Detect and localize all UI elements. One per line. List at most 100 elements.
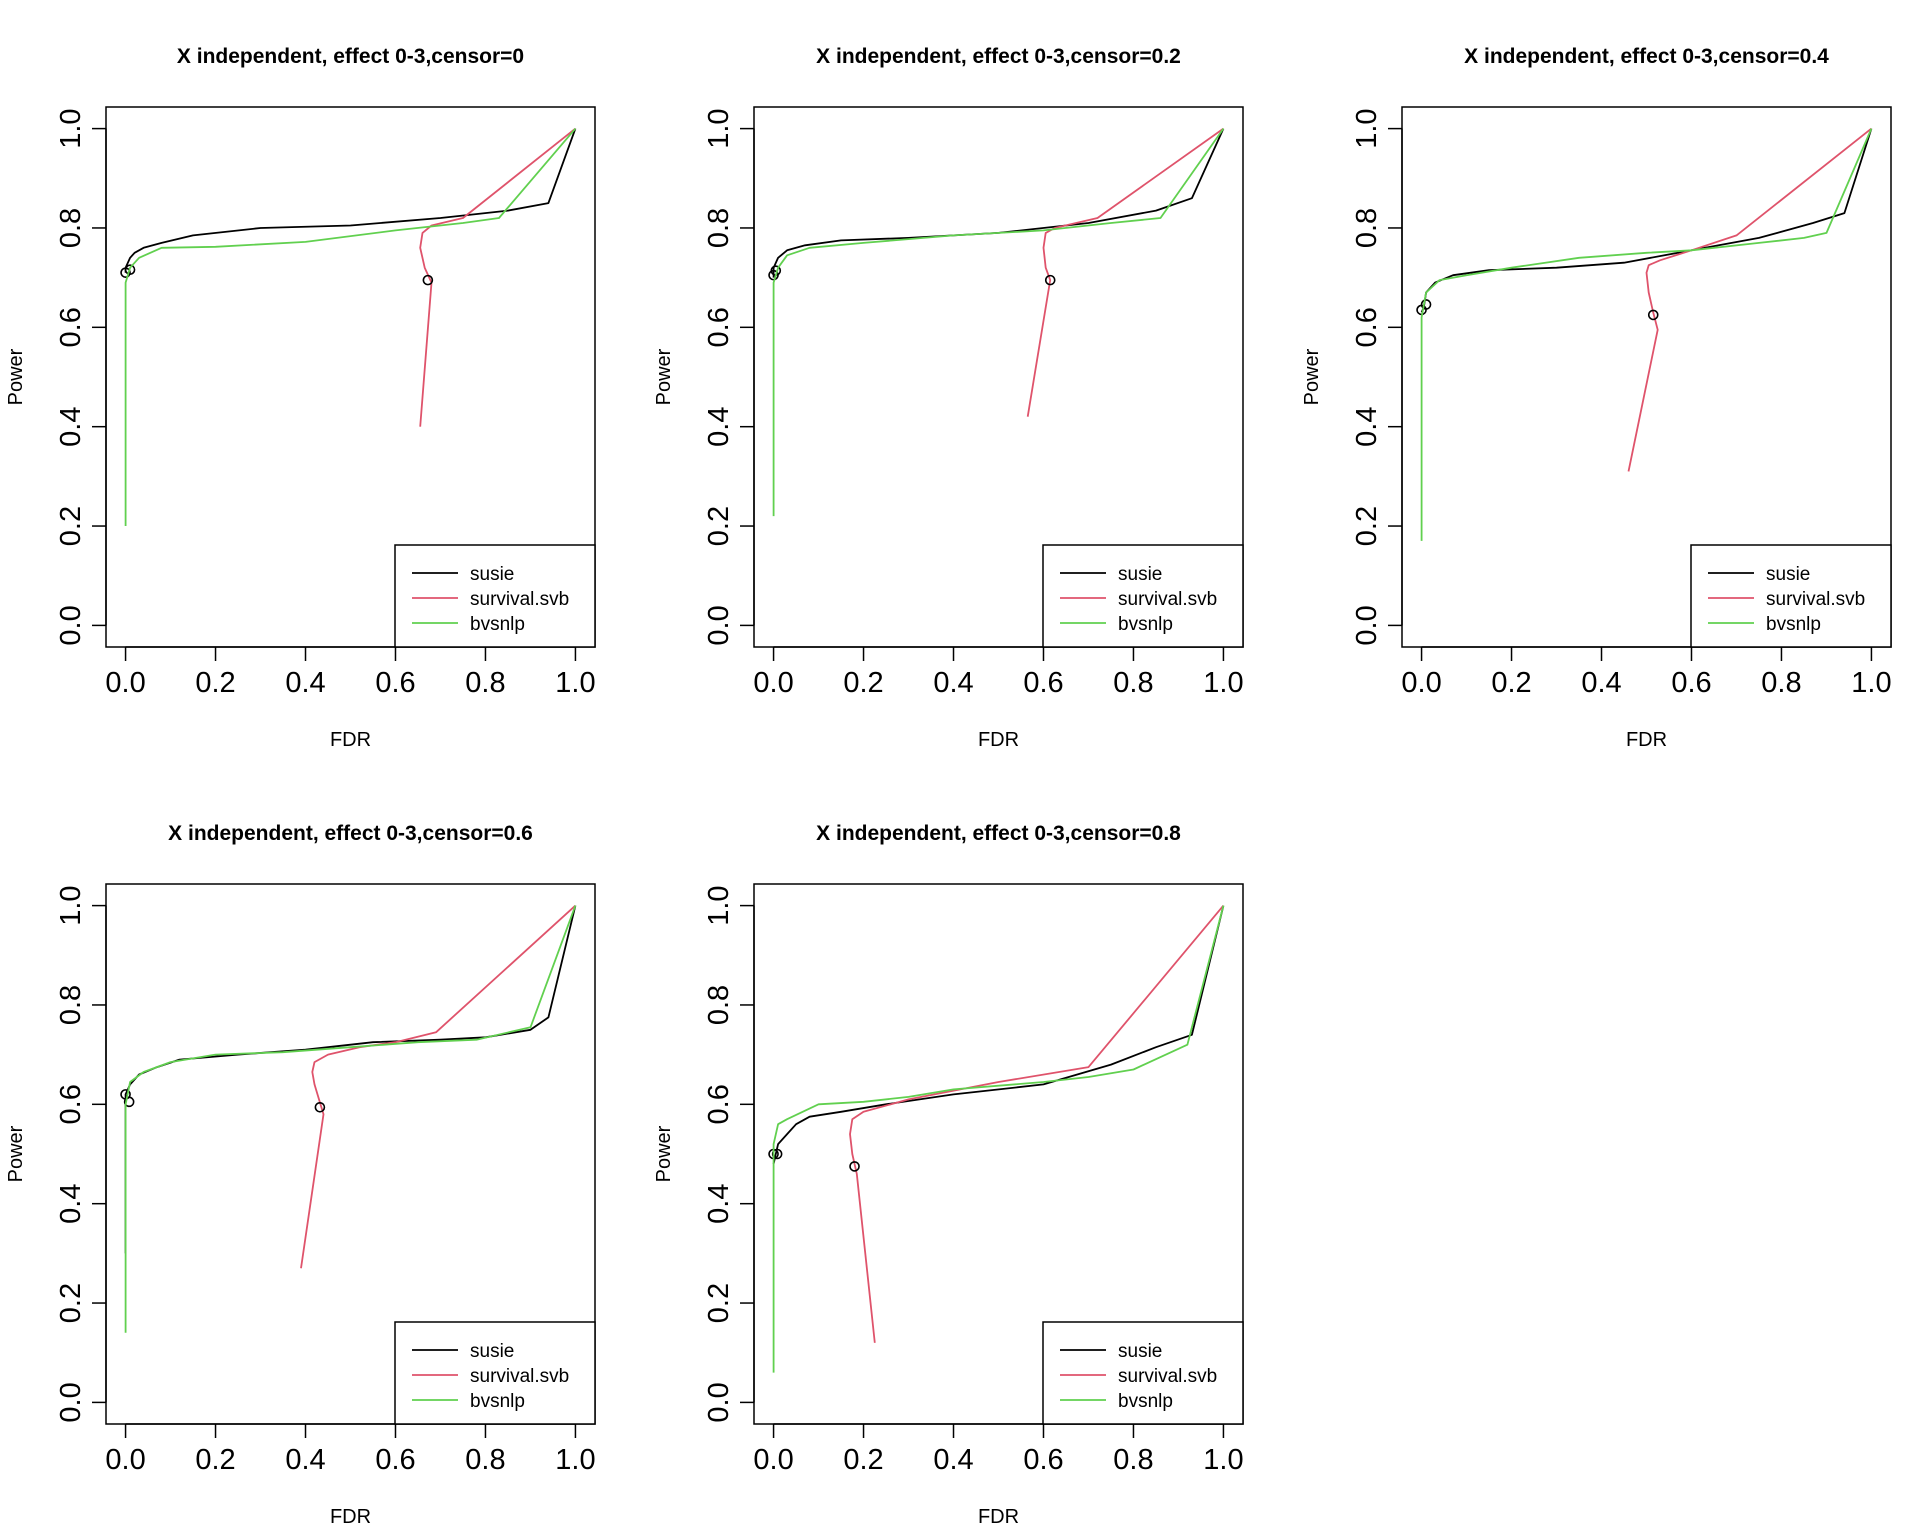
x-tick-label: 0.0 bbox=[753, 667, 793, 699]
y-tick-label: 0.4 bbox=[55, 407, 87, 447]
legend-box bbox=[394, 544, 596, 648]
series-line-susie bbox=[124, 128, 577, 273]
series-marker-survival-svb bbox=[314, 1102, 326, 1113]
x-tick-label: 0.2 bbox=[843, 667, 883, 699]
y-tick-label: 0.2 bbox=[703, 506, 735, 546]
legend-label: survival.svb bbox=[470, 1366, 569, 1387]
y-tick-label: 0.8 bbox=[703, 985, 735, 1025]
x-tick-label: 0.4 bbox=[933, 1444, 973, 1476]
series-line-susie bbox=[772, 128, 1225, 278]
x-tick-label: 0.6 bbox=[1671, 667, 1711, 699]
x-tick-label: 0.6 bbox=[1023, 1444, 1063, 1476]
series-line-susie bbox=[772, 905, 1225, 1165]
legend-label: bvsnlp bbox=[470, 614, 525, 635]
y-tick-label: 0.4 bbox=[55, 1184, 87, 1224]
legend-box bbox=[394, 1321, 596, 1425]
y-tick-label: 0.2 bbox=[55, 506, 87, 546]
legend-label: susie bbox=[1118, 564, 1162, 585]
y-tick-label: 1.0 bbox=[703, 885, 735, 925]
panel-5: X independent, effect 0-3,censor=0.8 0.0 0… bbox=[653, 822, 1244, 1528]
y-tick-label: 0.4 bbox=[1351, 407, 1383, 447]
panel-1: X independent, effect 0-3,censor=0 0.0 0.2… bbox=[5, 45, 596, 751]
y-tick-label: 0.6 bbox=[55, 1084, 87, 1124]
series-line-survival-svb bbox=[419, 127, 576, 427]
panel-4: X independent, effect 0-3,censor=0.6 0.0 0… bbox=[5, 822, 596, 1528]
panel-2: X independent, effect 0-3,censor=0.2 0.0 0… bbox=[653, 45, 1244, 751]
y-tick-label: 1.0 bbox=[55, 885, 87, 925]
legend-box bbox=[1042, 1321, 1244, 1425]
x-tick-label: 0.8 bbox=[1761, 667, 1801, 699]
x-tick-label: 0.0 bbox=[1401, 667, 1441, 699]
y-axis-label: Power bbox=[653, 348, 675, 405]
y-tick-label: 0.8 bbox=[1351, 208, 1383, 248]
series-line-bvsnlp bbox=[124, 905, 577, 1333]
legend-label: survival.svb bbox=[1118, 589, 1217, 610]
x-tick-label: 0.8 bbox=[465, 667, 505, 699]
x-tick-label: 0.4 bbox=[1581, 667, 1621, 699]
series-line-bvsnlp bbox=[772, 128, 1225, 517]
legend-label: bvsnlp bbox=[1766, 614, 1821, 635]
x-tick-label: 0.2 bbox=[195, 1444, 235, 1476]
y-tick-label: 0.0 bbox=[703, 605, 735, 645]
panel-title: X independent, effect 0-3,censor=0.2 bbox=[816, 45, 1181, 68]
x-axis-label: FDR bbox=[330, 729, 371, 751]
x-tick-label: 0.2 bbox=[843, 1444, 883, 1476]
panel-title: X independent, effect 0-3,censor=0.4 bbox=[1464, 45, 1829, 68]
y-tick-label: 0.6 bbox=[55, 307, 87, 347]
series-marker-susie bbox=[1420, 299, 1432, 310]
x-tick-label: 1.0 bbox=[1851, 667, 1891, 699]
series-line-susie bbox=[1420, 128, 1873, 313]
y-axis-label: Power bbox=[5, 1125, 27, 1182]
x-tick-label: 0.2 bbox=[1491, 667, 1531, 699]
series-line-bvsnlp bbox=[1420, 128, 1873, 541]
y-axis-label: Power bbox=[5, 348, 27, 405]
legend-label: susie bbox=[1766, 564, 1810, 585]
legend-box bbox=[1690, 544, 1892, 648]
x-axis-label: FDR bbox=[1626, 729, 1667, 751]
series-marker-susie bbox=[771, 1148, 783, 1160]
x-tick-label: 1.0 bbox=[555, 1444, 595, 1476]
series-line-survival-svb bbox=[1627, 127, 1872, 472]
x-tick-label: 0.8 bbox=[1113, 1444, 1153, 1476]
x-tick-label: 0.4 bbox=[285, 667, 325, 699]
x-tick-label: 0.8 bbox=[465, 1444, 505, 1476]
panel-title: X independent, effect 0-3,censor=0.6 bbox=[168, 822, 533, 845]
y-tick-label: 1.0 bbox=[1351, 108, 1383, 148]
x-tick-label: 0.0 bbox=[753, 1444, 793, 1476]
y-axis-label: Power bbox=[653, 1125, 675, 1182]
y-tick-label: 1.0 bbox=[703, 108, 735, 148]
series-line-bvsnlp bbox=[124, 128, 577, 526]
x-tick-label: 0.2 bbox=[195, 667, 235, 699]
y-tick-label: 0.6 bbox=[1351, 307, 1383, 347]
panel-3: X independent, effect 0-3,censor=0.4 0.0 0… bbox=[1301, 45, 1892, 751]
legend-label: survival.svb bbox=[1766, 589, 1865, 610]
series-line-survival-svb bbox=[849, 905, 1225, 1343]
series-marker-survival-svb bbox=[422, 274, 434, 286]
legend-box bbox=[1042, 544, 1244, 648]
series-marker-susie bbox=[123, 1096, 135, 1108]
x-tick-label: 0.0 bbox=[105, 667, 145, 699]
x-tick-label: 1.0 bbox=[1203, 1444, 1243, 1476]
x-tick-label: 0.6 bbox=[375, 667, 415, 699]
x-tick-label: 1.0 bbox=[555, 667, 595, 699]
x-axis-label: FDR bbox=[978, 729, 1019, 751]
y-tick-label: 0.0 bbox=[703, 1382, 735, 1422]
y-tick-label: 0.2 bbox=[703, 1283, 735, 1323]
y-tick-label: 0.8 bbox=[703, 208, 735, 248]
legend-label: susie bbox=[470, 564, 514, 585]
series-line-bvsnlp bbox=[772, 905, 1225, 1373]
legend-label: susie bbox=[470, 1341, 514, 1362]
legend-label: susie bbox=[1118, 1341, 1162, 1362]
x-axis-label: FDR bbox=[330, 1506, 371, 1528]
y-tick-label: 0.0 bbox=[1351, 605, 1383, 645]
y-tick-label: 0.8 bbox=[55, 985, 87, 1025]
panel-title: X independent, effect 0-3,censor=0.8 bbox=[816, 822, 1181, 845]
legend-label: survival.svb bbox=[470, 589, 569, 610]
y-tick-label: 0.6 bbox=[703, 307, 735, 347]
legend-label: bvsnlp bbox=[470, 1391, 525, 1412]
y-tick-label: 0.2 bbox=[55, 1283, 87, 1323]
series-line-survival-svb bbox=[300, 904, 577, 1269]
y-tick-label: 0.8 bbox=[55, 208, 87, 248]
y-axis-label: Power bbox=[1301, 348, 1323, 405]
